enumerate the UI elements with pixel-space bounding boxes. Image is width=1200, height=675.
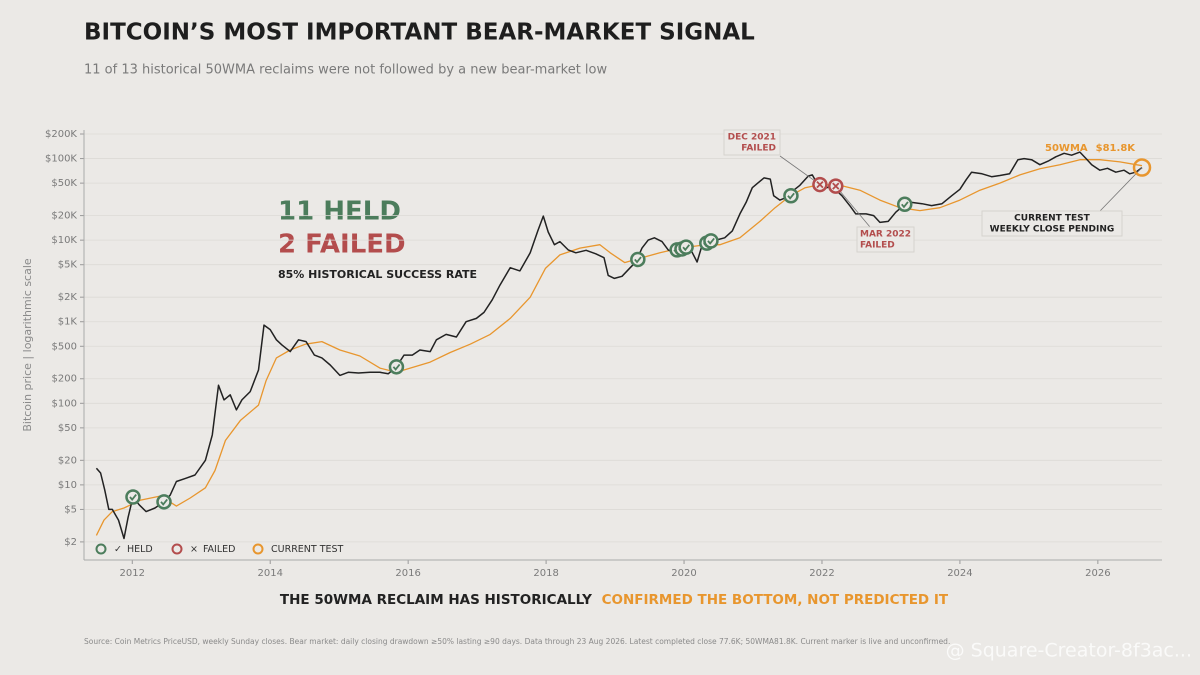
signal-marker: [896, 196, 913, 213]
takeaway-highlight: CONFIRMED THE BOTTOM, NOT PREDICTED IT: [602, 592, 949, 608]
y-tick-label: $200K: [45, 129, 77, 140]
chart-title: BITCOIN’S MOST IMPORTANT BEAR-MARKET SIG…: [84, 20, 755, 46]
signal-marker: [125, 489, 141, 505]
legend-symbol: ×: [190, 544, 198, 555]
wma-label: 50WMA $81.8K: [1045, 143, 1136, 154]
annotation-box: [856, 226, 915, 253]
wma-line: [95, 159, 1143, 536]
check-icon: [160, 498, 168, 506]
legend-marker: [252, 543, 264, 555]
legend-symbol: ✓: [114, 544, 122, 555]
check-icon: [392, 363, 401, 371]
signal-marker: [630, 251, 646, 268]
wma-label-name: 50WMA: [1045, 143, 1088, 154]
y-tick-label: $50K: [51, 178, 77, 189]
y-tick-label: $5: [64, 504, 77, 515]
headline-held: 11 HELD: [278, 197, 401, 227]
check-icon: [634, 256, 642, 264]
x-tick-label: 2014: [257, 568, 282, 579]
watermark: @ Square-Creator-8f3ac...: [946, 640, 1192, 662]
y-tick-label: $100: [52, 398, 77, 409]
cross-icon: [816, 180, 824, 189]
x-tick-label: 2012: [120, 568, 145, 579]
signal-marker: [156, 494, 172, 510]
legend-label: ✓ HELD: [114, 544, 153, 555]
y-tick-label: $50: [58, 423, 77, 434]
legend-name: FAILED: [203, 544, 236, 555]
legend-name: CURRENT TEST: [271, 544, 344, 555]
annotation-text: CURRENT TEST: [1014, 214, 1090, 224]
check-icon: [787, 192, 795, 200]
y-tick-label: $2: [64, 537, 77, 548]
headline-rate: 85% HISTORICAL SUCCESS RATE: [278, 268, 477, 281]
y-tick-label: $10: [58, 480, 77, 491]
annotation-leader: [1099, 167, 1143, 212]
y-tick-label: $5K: [58, 260, 78, 271]
check-icon: [901, 201, 909, 209]
check-icon: [707, 237, 715, 245]
annotation-box: [723, 129, 781, 156]
legend-marker: [171, 543, 183, 555]
signal-marker: [1132, 158, 1152, 177]
y-tick-label: $1K: [58, 317, 78, 328]
x-tick-label: 2016: [395, 568, 420, 579]
annotation-text: FAILED: [741, 144, 776, 154]
x-tick-label: 2022: [809, 568, 834, 579]
headline-failed: 2 FAILED: [278, 230, 406, 260]
annotation-text: WEEKLY CLOSE PENDING: [990, 225, 1115, 235]
y-tick-label: $20: [58, 455, 77, 466]
y-tick-label: $20K: [51, 211, 77, 222]
annotation-text: FAILED: [860, 241, 895, 251]
annotation-leader: [835, 185, 871, 228]
y-tick-label: $100K: [45, 154, 77, 165]
x-tick-label: 2020: [671, 568, 696, 579]
legend-label: CURRENT TEST: [271, 544, 344, 555]
legend-marker: [95, 543, 107, 555]
x-tick-label: 2024: [947, 568, 972, 579]
annotation-box: [981, 210, 1123, 237]
signal-marker: [678, 239, 694, 255]
signal-marker: [703, 233, 719, 249]
legend-label: × FAILED: [190, 544, 235, 555]
y-axis-label: Bitcoin price | logarithmic scale: [21, 258, 34, 432]
y-tick-label: $500: [52, 341, 77, 352]
y-tick-label: $200: [52, 374, 77, 385]
annotation-text: DEC 2021: [728, 133, 776, 143]
signal-marker: [783, 188, 799, 204]
check-icon: [682, 244, 691, 252]
signal-marker: [388, 359, 405, 375]
annotation-text: MAR 2022: [860, 230, 911, 240]
annotation-leader: [779, 155, 821, 185]
chart-subtitle: 11 of 13 historical 50WMA reclaims were …: [84, 63, 607, 78]
takeaway-part: THE 50WMA RECLAIM HAS HISTORICALLY: [280, 592, 592, 608]
wma-label-value: $81.8K: [1096, 143, 1137, 154]
x-tick-label: 2018: [533, 568, 558, 579]
y-tick-label: $10K: [51, 235, 77, 246]
source-note: Source: Coin Metrics PriceUSD, weekly Su…: [84, 637, 950, 646]
takeaway: THE 50WMA RECLAIM HAS HISTORICALLY CONFI…: [280, 592, 949, 608]
price-line: [95, 151, 1143, 540]
x-tick-label: 2026: [1085, 568, 1110, 579]
cross-icon: [832, 182, 840, 190]
y-tick-label: $2K: [58, 292, 78, 303]
check-icon: [129, 494, 137, 502]
legend-name: HELD: [127, 544, 153, 555]
